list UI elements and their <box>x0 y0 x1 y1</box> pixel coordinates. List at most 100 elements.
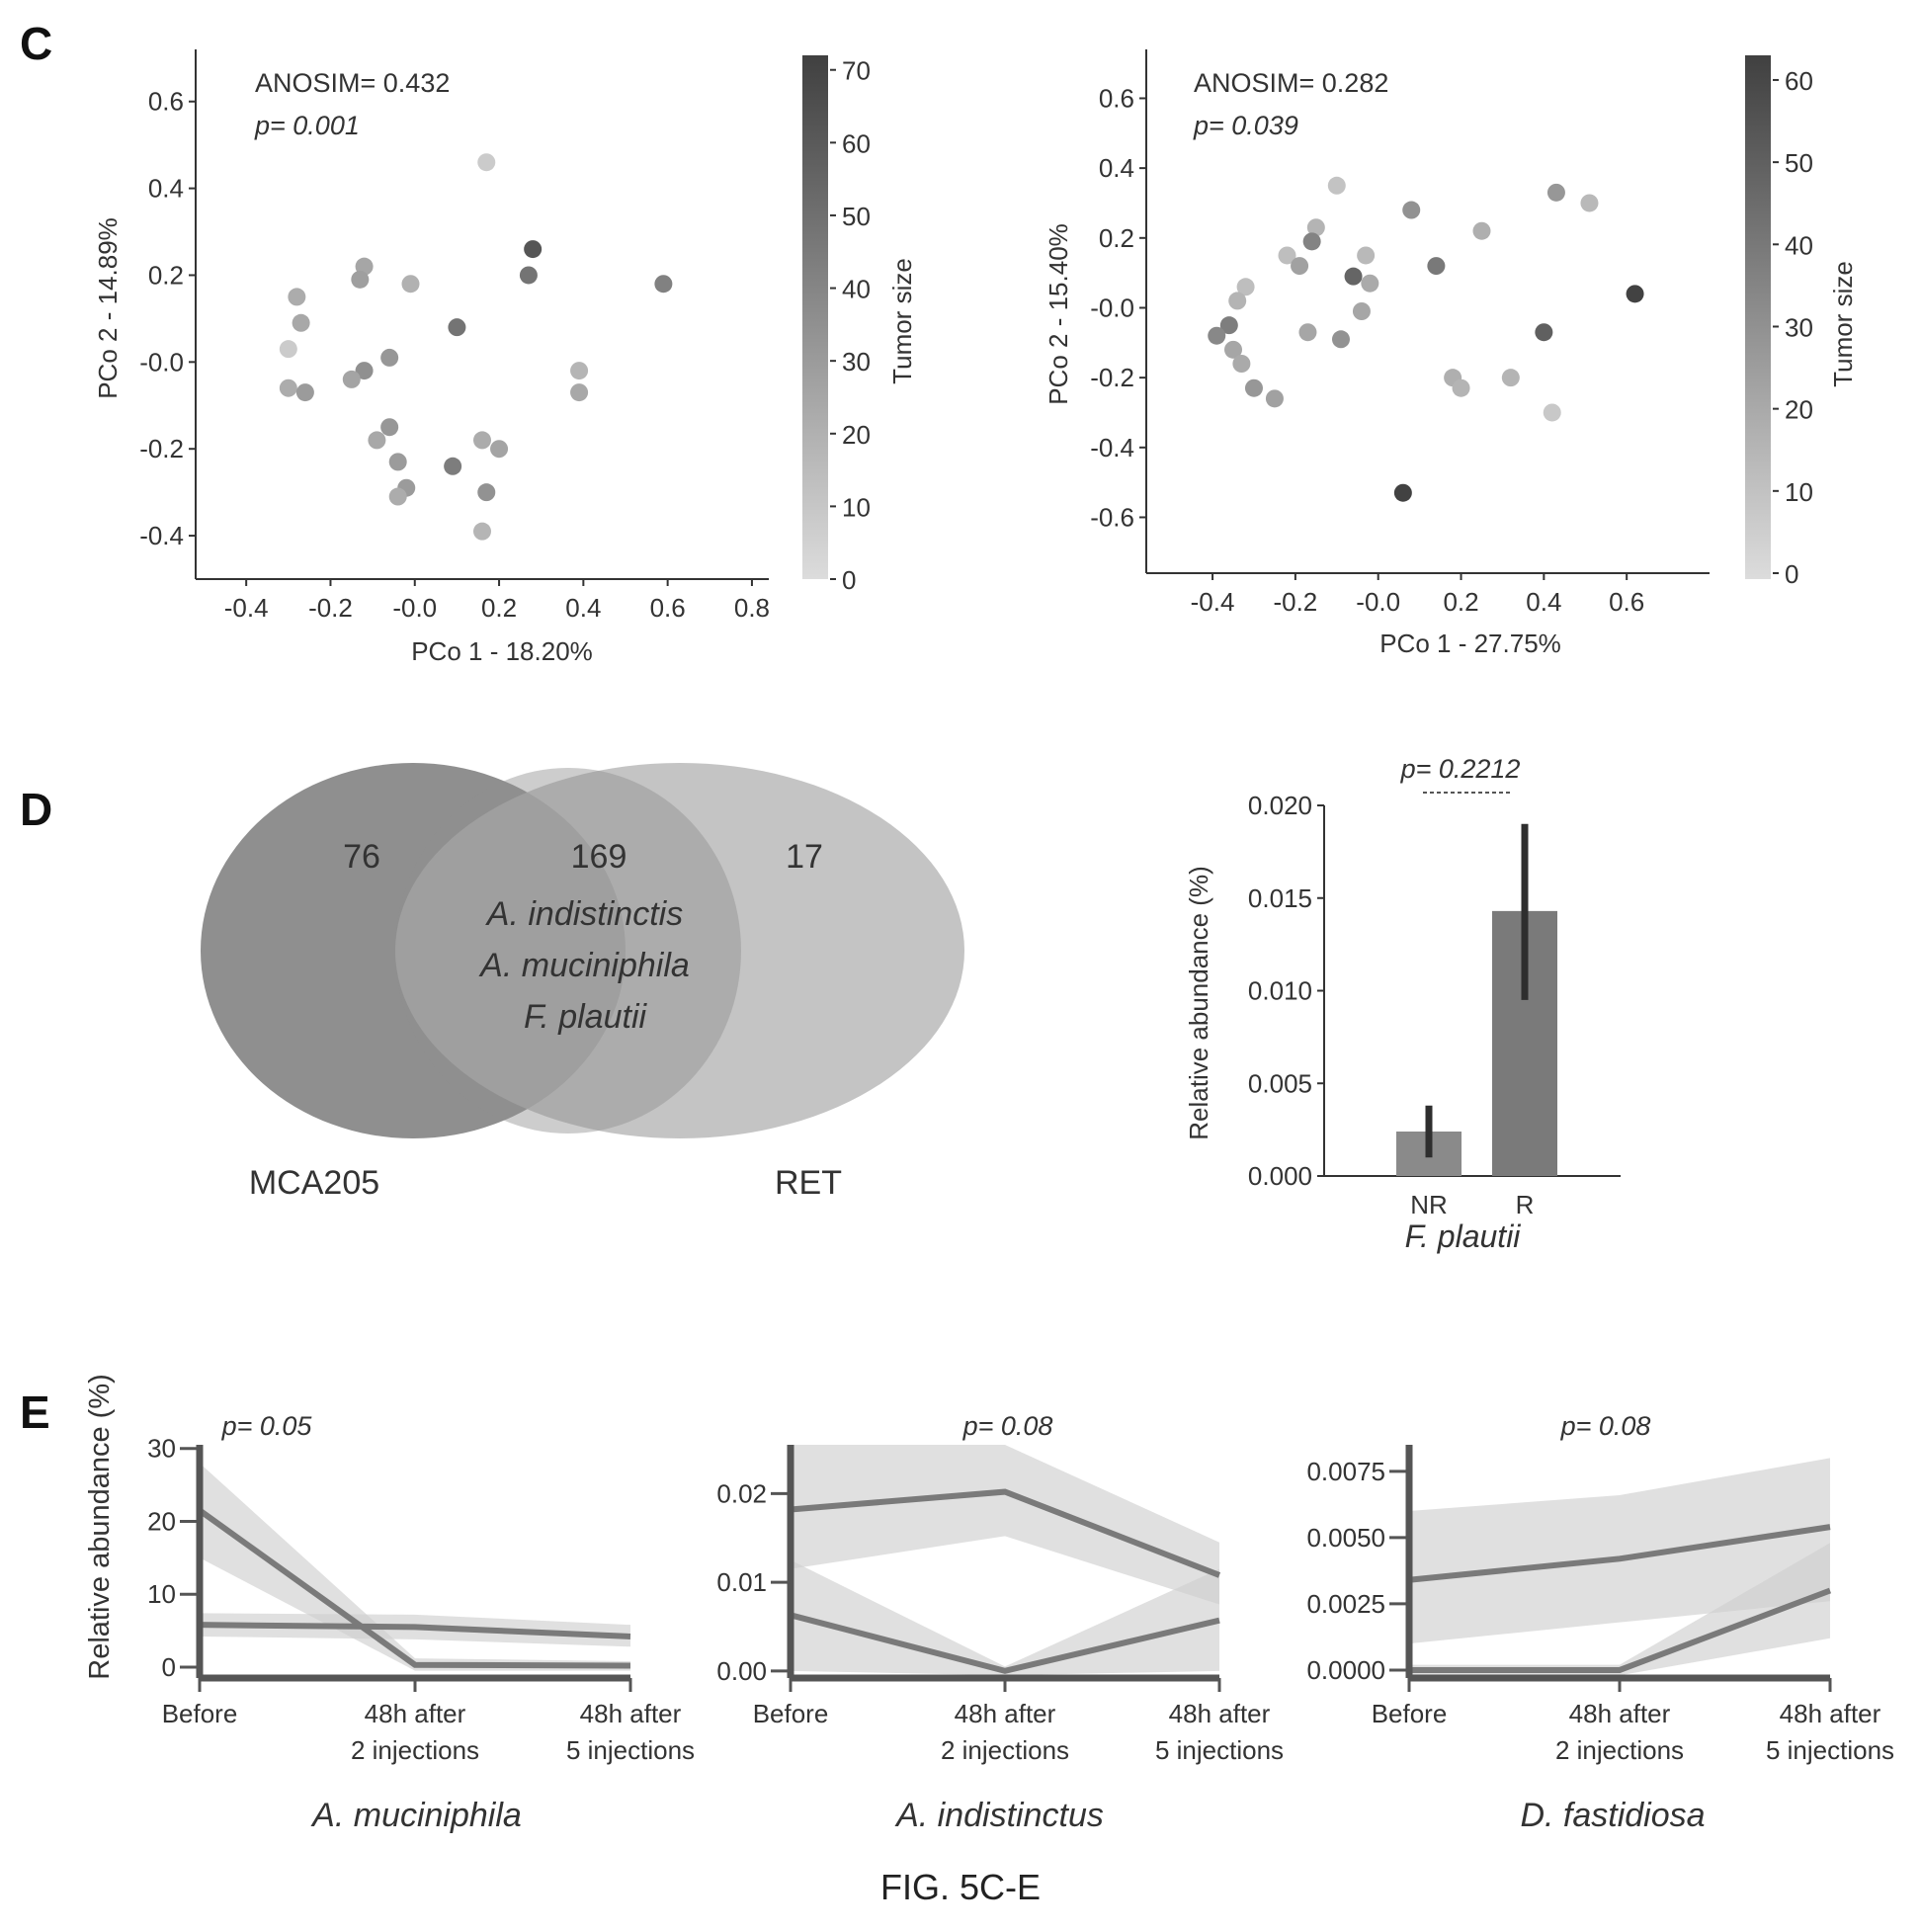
amuc-pvalue: p= 0.05 <box>221 1411 313 1441</box>
pcoa-right-ylabel: PCo 2 - 15.40% <box>1044 223 1073 405</box>
colorbar-tick-label: 0 <box>842 565 856 595</box>
colorbar-tick-label: 50 <box>842 202 871 231</box>
y-tick-label: 0.000 <box>1248 1161 1312 1191</box>
x-tick-label: -0.2 <box>1273 587 1317 617</box>
scatter-point <box>570 383 589 402</box>
y-tick-label: 0 <box>162 1652 176 1682</box>
scatter-point <box>279 378 297 397</box>
pcoa-right-xlabel: PCo 1 - 27.75% <box>1379 629 1561 658</box>
scatter-point <box>288 288 306 306</box>
pcoa-left-anosim: ANOSIM= 0.432 <box>255 68 450 98</box>
y-tick-label: 0.6 <box>148 87 184 117</box>
line-chart-dfastidiosa: p= 0.08 0.0000 0.0025 0.0050 0.0075 Before 48… <box>1306 1411 1894 1834</box>
pcoa-right-anosim: ANOSIM= 0.282 <box>1194 68 1388 98</box>
colorbar-tick-label: 60 <box>842 128 871 158</box>
y-tick-label: 0.6 <box>1099 83 1134 113</box>
x-tick-label: 0.4 <box>1526 587 1561 617</box>
y-tick-label: 0.0000 <box>1306 1655 1385 1685</box>
scatter-point <box>279 340 297 359</box>
scatter-point <box>1427 257 1446 276</box>
y-tick-label: 0.015 <box>1248 883 1312 913</box>
pcoa-left-points <box>279 153 673 541</box>
y-tick-label: 0.4 <box>1099 153 1134 183</box>
scatter-point <box>473 431 491 450</box>
scatter-point <box>1472 221 1491 240</box>
scatter-point <box>368 431 386 450</box>
x-tick-label: 0.2 <box>481 593 517 623</box>
y-tick-label: 10 <box>147 1579 176 1609</box>
colorbar-tick-label: 10 <box>842 492 871 522</box>
aind-xlabel: A. indistinctus <box>894 1797 1104 1834</box>
y-tick-label: 0.2 <box>148 260 184 290</box>
y-tick-label: 0.0025 <box>1306 1589 1385 1619</box>
scatter-point <box>1219 316 1238 335</box>
venn-count-intersection: 169 <box>571 838 627 876</box>
x-tick-label: 0.2 <box>1443 587 1478 617</box>
series-line <box>790 1488 1221 1578</box>
colorbar-tick-label: 50 <box>1785 148 1813 178</box>
x-tick-label: Before <box>162 1699 238 1728</box>
panel-letter-e: E <box>20 1386 50 1438</box>
pcoa-left-xlabel: PCo 1 - 18.20% <box>411 636 593 666</box>
pcoa-left-ylabel: PCo 2 - 14.89% <box>93 217 123 399</box>
series-line <box>1408 1524 1831 1583</box>
scatter-point <box>448 318 466 337</box>
series-line <box>1409 1587 1832 1673</box>
scatter-point <box>380 348 399 367</box>
y-tick-label: -0.0 <box>139 347 184 377</box>
y-tick-label: -0.2 <box>1090 363 1134 392</box>
scatter-point <box>1291 257 1309 276</box>
scatter-point <box>570 362 589 380</box>
y-tick-label: -0.6 <box>1090 502 1134 532</box>
colorbar-tick-label: 70 <box>842 56 871 86</box>
y-tick-label: 0.020 <box>1248 791 1312 820</box>
y-tick-label: 0.0075 <box>1306 1457 1385 1486</box>
bar-bars: NR R <box>1396 823 1557 1219</box>
venn-circle-ret <box>395 763 964 1138</box>
colorbar-tick-label: 60 <box>1785 66 1813 96</box>
bar-pvalue: p= 0.2212 <box>1400 754 1521 784</box>
venn-count-ret: 17 <box>786 838 823 876</box>
y-tick-label: -0.4 <box>1090 433 1134 462</box>
scatter-point <box>1224 340 1243 359</box>
x-tick-label: NR <box>1410 1190 1448 1219</box>
x-tick-label: -0.2 <box>308 593 353 623</box>
colorbar-tick-label: 30 <box>1785 312 1813 342</box>
pcoa-right-colorbar <box>1745 55 1771 579</box>
pcoa-right-axes: -0.4 -0.2 -0.0 0.2 0.4 0.6 -0.6 -0.4 -0.2 -0.0 0.2… <box>1090 49 1710 617</box>
y-tick-label: 30 <box>147 1434 176 1464</box>
figure-caption: FIG. 5C-E <box>880 1867 1041 1907</box>
x-tick-label: 0.6 <box>650 593 686 623</box>
line-chart-aindistinctus: p= 0.08 0.00 0.01 0.02 Before 48h after 2 inj… <box>716 1411 1284 1834</box>
scatter-point <box>1228 292 1247 310</box>
scatter-point <box>1244 378 1263 397</box>
scatter-point <box>1327 176 1346 195</box>
scatter-point <box>477 483 496 502</box>
scatter-point <box>1236 278 1255 296</box>
colorbar-tick-label: 20 <box>842 420 871 450</box>
confidence-band <box>1409 1458 1830 1644</box>
y-tick-label: 0.2 <box>1099 223 1134 253</box>
venn-species-2: A. muciniphila <box>478 947 690 984</box>
scatter-point <box>524 240 543 259</box>
scatter-point <box>351 270 370 289</box>
x-tick-label: R <box>1516 1190 1535 1219</box>
x-tick-label: Before <box>1372 1699 1448 1728</box>
pcoa-left-pvalue: p= 0.001 <box>254 111 360 140</box>
pcoa-left-colorbar-ticks: 0 10 20 30 40 50 60 70 <box>830 56 871 595</box>
y-tick-label: 0.02 <box>716 1478 767 1508</box>
pcoa-left-axes: -0.4 -0.2 -0.0 0.2 0.4 0.6 0.8 -0.4 -0.2 -0.0 0.2 0… <box>139 49 770 623</box>
x-tick-label: 0.6 <box>1609 587 1644 617</box>
scatter-point <box>1352 302 1371 320</box>
scatter-point <box>1344 267 1363 286</box>
scatter-point <box>388 453 407 471</box>
x-tick-label: Before <box>753 1699 829 1728</box>
scatter-point <box>1543 403 1561 422</box>
x-tick-label: -0.4 <box>224 593 269 623</box>
x-tick-label: 48h after 5 injections <box>1155 1699 1284 1765</box>
y-tick-label: 20 <box>147 1506 176 1536</box>
dfas-pvalue: p= 0.08 <box>1560 1411 1651 1441</box>
scatter-point <box>1265 389 1284 408</box>
x-tick-label: 48h after 2 injections <box>941 1699 1069 1765</box>
pcoa-right-colorbar-label: Tumor size <box>1828 261 1858 387</box>
